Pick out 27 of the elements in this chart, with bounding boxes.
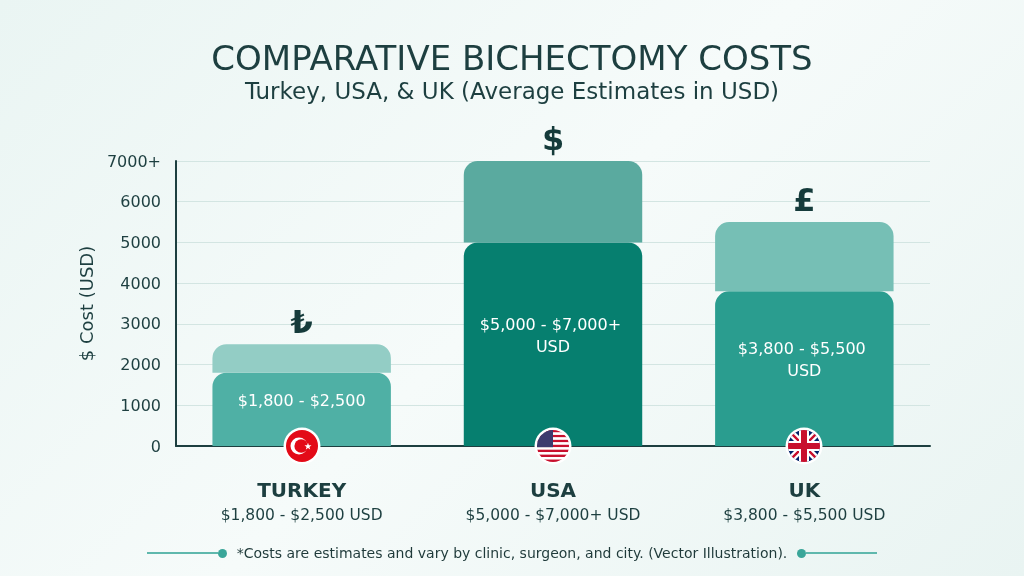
y-axis-title: $ Cost (USD) <box>76 245 98 362</box>
bar <box>715 222 894 292</box>
y-tick-label: 2000 <box>120 355 161 375</box>
data-label: $3,800 - $5,500 USD <box>737 339 871 381</box>
data-label: $1,800 - $2,500 <box>237 390 366 410</box>
data-label: $5,000 - $7,000+ USD <box>479 314 627 356</box>
chart-title: COMPARATIVE BICHECTOMY COSTS <box>211 38 813 78</box>
bar <box>463 242 643 446</box>
annotation: $ <box>541 120 565 158</box>
annotation: £ <box>793 181 816 220</box>
text: *Costs are estimates and vary by clinic, surgeon, and city. (Vector Illustration). <box>236 545 788 561</box>
y-tick-label: 1000 <box>120 395 161 415</box>
bar <box>212 344 391 373</box>
bar <box>715 291 894 446</box>
chart-subtitle: Turkey, USA, & UK (Average Estimates in USD) <box>243 77 780 104</box>
bar <box>212 372 391 446</box>
y-tick-label: 3000 <box>120 314 161 334</box>
y-tick-label: 4000 <box>120 273 161 293</box>
bar <box>463 161 643 243</box>
annotation: ₺ <box>290 303 313 342</box>
y-tick-label: 5000 <box>120 232 161 252</box>
y-tick-label: 6000 <box>120 192 161 212</box>
y-tick-label: 7000+ <box>106 151 161 171</box>
x-tick-label: UK $3,800 - $5,500 USD <box>723 478 886 524</box>
x-tick-label: USA $5,000 - $7,000+ USD <box>465 478 641 524</box>
x-tick-label: TURKEY $1,800 - $2,500 USD <box>220 478 383 524</box>
y-tick-label: 0 <box>150 436 161 456</box>
